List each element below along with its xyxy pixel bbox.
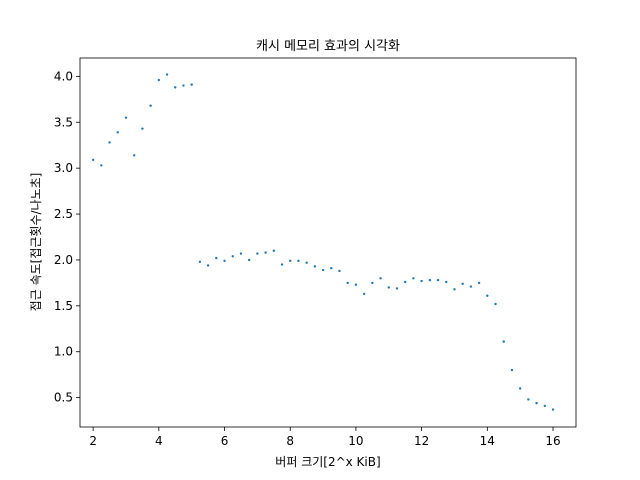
data-point [305,261,308,264]
x-axis-label: 버퍼 크기[2^x KiB] [275,455,380,469]
data-point [132,154,136,157]
data-point [157,78,161,82]
data-point [330,267,333,270]
data-point [198,260,202,263]
y-tick-label: 0.5 [54,391,73,405]
data-point [551,408,555,411]
y-tick-label: 2.0 [54,253,73,267]
data-point [108,141,111,144]
data-point [403,280,407,284]
data-point [100,164,103,167]
x-tick-label: 10 [348,434,363,448]
data-point [190,83,193,86]
data-point [387,286,390,289]
plot-area [80,58,576,427]
data-point [256,252,259,255]
x-axis-ticks: 2 4 6 8 10 12 14 16 [89,427,561,448]
data-point [371,281,374,285]
data-point [420,279,423,283]
data-point [412,277,415,280]
x-tick-label: 6 [221,434,229,448]
data-point [354,283,358,286]
chart-title: 캐시 메모리 효과의 시각화 [256,39,400,54]
x-tick-label: 8 [286,434,294,448]
y-tick-label: 3.5 [54,115,73,129]
data-point [223,259,226,263]
data-point [477,281,481,285]
data-point [313,265,317,268]
data-point [91,158,95,162]
plot-background [80,58,576,427]
x-tick-label: 4 [155,434,163,448]
x-tick-label: 2 [89,434,97,448]
data-point [206,264,210,267]
data-point [239,252,243,255]
data-point [502,340,505,343]
data-points [91,73,555,411]
y-tick-label: 3.0 [54,161,73,175]
data-point [182,84,185,87]
data-point [527,398,530,401]
data-point [231,255,234,258]
data-point [297,259,300,263]
data-point [395,287,399,290]
plot-frame [79,57,577,428]
data-point [445,280,448,284]
data-point [338,269,341,273]
data-point [215,256,218,260]
data-point [469,285,473,288]
data-point [149,104,152,107]
data-point [461,282,464,286]
data-point [321,268,325,272]
data-point [116,131,119,134]
data-point [272,249,276,252]
data-point [510,368,514,372]
data-point [535,401,538,405]
y-tick-label: 1.0 [54,345,73,359]
data-point [486,294,489,297]
y-axis-label: 접근 속도[접근횟수/나노초] [29,173,43,312]
x-tick-label: 12 [414,434,429,448]
data-point [543,404,546,408]
data-point [346,281,349,285]
data-point [428,278,432,282]
y-tick-label: 1.5 [54,299,73,313]
data-point [453,288,456,291]
y-axis-ticks: 0.5 1.0 1.5 2.0 2.5 3.0 3.5 4.0 [54,69,80,405]
data-point [247,258,251,262]
data-point [174,86,177,89]
data-point [124,116,128,119]
data-point [379,277,382,280]
data-point [494,302,497,306]
y-tick-label: 4.0 [54,69,73,83]
data-point [289,259,292,263]
data-point [264,251,267,254]
data-point [436,278,440,282]
x-tick-label: 14 [480,434,495,448]
data-point [280,263,284,266]
x-tick-label: 16 [545,434,560,448]
data-point [165,73,169,76]
y-tick-label: 2.5 [54,207,73,221]
data-point [362,292,366,296]
data-point [518,387,522,390]
data-point [141,127,144,130]
